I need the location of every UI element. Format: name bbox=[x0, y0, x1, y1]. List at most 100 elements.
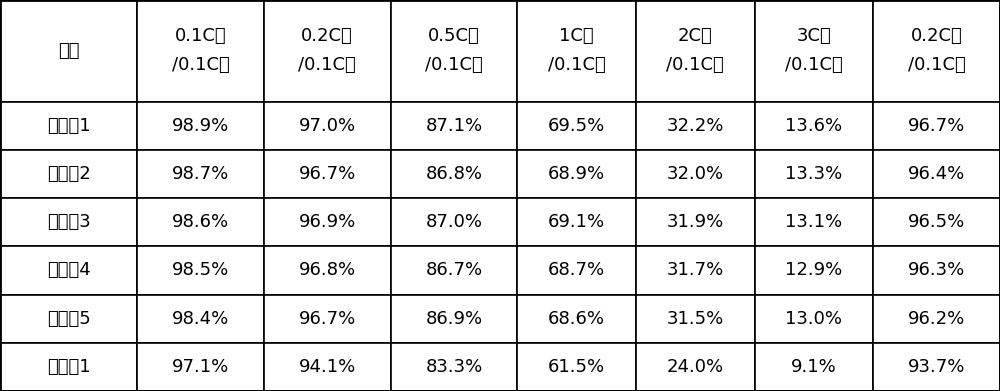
Bar bbox=[0, 0, 137, 102]
Bar bbox=[391, 102, 517, 150]
Bar bbox=[391, 0, 517, 102]
Bar bbox=[873, 198, 1000, 246]
Bar bbox=[873, 246, 1000, 294]
Text: 98.7%: 98.7% bbox=[172, 165, 229, 183]
Text: 98.4%: 98.4% bbox=[172, 310, 229, 328]
Text: 86.9%: 86.9% bbox=[425, 310, 483, 328]
Text: 87.1%: 87.1% bbox=[425, 117, 483, 135]
Bar bbox=[517, 198, 636, 246]
Bar bbox=[873, 294, 1000, 343]
Bar bbox=[873, 0, 1000, 102]
Bar bbox=[137, 343, 264, 391]
Bar bbox=[391, 150, 517, 198]
Bar bbox=[517, 150, 636, 198]
Text: 实施例2: 实施例2 bbox=[47, 165, 90, 183]
Bar bbox=[517, 246, 636, 294]
Bar bbox=[264, 150, 391, 198]
Bar bbox=[517, 343, 636, 391]
Text: 13.1%: 13.1% bbox=[785, 213, 842, 231]
Text: 31.7%: 31.7% bbox=[667, 262, 724, 280]
Text: 96.5%: 96.5% bbox=[908, 213, 965, 231]
Bar bbox=[264, 246, 391, 294]
Text: 96.7%: 96.7% bbox=[908, 117, 965, 135]
Text: 68.7%: 68.7% bbox=[548, 262, 605, 280]
Text: 96.3%: 96.3% bbox=[908, 262, 965, 280]
Bar bbox=[636, 0, 755, 102]
Text: 24.0%: 24.0% bbox=[667, 358, 724, 376]
Bar bbox=[636, 150, 755, 198]
Text: 96.4%: 96.4% bbox=[908, 165, 965, 183]
Bar bbox=[264, 198, 391, 246]
Text: 97.1%: 97.1% bbox=[172, 358, 229, 376]
Bar bbox=[264, 0, 391, 102]
Text: 68.6%: 68.6% bbox=[548, 310, 605, 328]
Bar bbox=[0, 102, 137, 150]
Text: 96.7%: 96.7% bbox=[299, 310, 356, 328]
Text: 0.2C恒
/0.1C总: 0.2C恒 /0.1C总 bbox=[908, 27, 965, 74]
Text: 实施例1: 实施例1 bbox=[47, 117, 90, 135]
Text: 98.9%: 98.9% bbox=[172, 117, 229, 135]
Bar bbox=[636, 343, 755, 391]
Text: 68.9%: 68.9% bbox=[548, 165, 605, 183]
Text: 对比例1: 对比例1 bbox=[47, 358, 90, 376]
Text: 69.1%: 69.1% bbox=[548, 213, 605, 231]
Text: 3C恒
/0.1C总: 3C恒 /0.1C总 bbox=[785, 27, 843, 74]
Bar bbox=[755, 294, 873, 343]
Text: 1C恒
/0.1C总: 1C恒 /0.1C总 bbox=[548, 27, 606, 74]
Bar bbox=[137, 246, 264, 294]
Text: 96.9%: 96.9% bbox=[299, 213, 356, 231]
Bar bbox=[755, 198, 873, 246]
Text: 96.2%: 96.2% bbox=[908, 310, 965, 328]
Bar bbox=[0, 198, 137, 246]
Text: 94.1%: 94.1% bbox=[299, 358, 356, 376]
Text: 0.5C恒
/0.1C总: 0.5C恒 /0.1C总 bbox=[425, 27, 483, 74]
Text: 32.0%: 32.0% bbox=[667, 165, 724, 183]
Bar bbox=[137, 102, 264, 150]
Text: 96.8%: 96.8% bbox=[299, 262, 356, 280]
Bar bbox=[0, 294, 137, 343]
Text: 13.3%: 13.3% bbox=[785, 165, 843, 183]
Bar bbox=[873, 102, 1000, 150]
Text: 12.9%: 12.9% bbox=[785, 262, 843, 280]
Text: 31.9%: 31.9% bbox=[667, 213, 724, 231]
Text: 86.7%: 86.7% bbox=[425, 262, 483, 280]
Bar bbox=[873, 343, 1000, 391]
Text: 0.1C恒
/0.1C总: 0.1C恒 /0.1C总 bbox=[172, 27, 229, 74]
Bar bbox=[391, 343, 517, 391]
Bar bbox=[755, 102, 873, 150]
Bar bbox=[0, 343, 137, 391]
Text: 13.0%: 13.0% bbox=[785, 310, 842, 328]
Bar bbox=[391, 246, 517, 294]
Text: 实施例4: 实施例4 bbox=[47, 262, 90, 280]
Text: 序号: 序号 bbox=[58, 42, 79, 60]
Bar bbox=[137, 0, 264, 102]
Bar bbox=[0, 246, 137, 294]
Text: 32.2%: 32.2% bbox=[667, 117, 724, 135]
Text: 93.7%: 93.7% bbox=[908, 358, 965, 376]
Bar bbox=[636, 294, 755, 343]
Bar bbox=[391, 294, 517, 343]
Bar bbox=[517, 294, 636, 343]
Text: 98.5%: 98.5% bbox=[172, 262, 229, 280]
Bar bbox=[636, 102, 755, 150]
Text: 98.6%: 98.6% bbox=[172, 213, 229, 231]
Text: 2C恒
/0.1C总: 2C恒 /0.1C总 bbox=[666, 27, 724, 74]
Text: 96.7%: 96.7% bbox=[299, 165, 356, 183]
Bar bbox=[755, 343, 873, 391]
Bar bbox=[517, 102, 636, 150]
Text: 实施例5: 实施例5 bbox=[47, 310, 90, 328]
Text: 87.0%: 87.0% bbox=[425, 213, 482, 231]
Bar bbox=[873, 150, 1000, 198]
Bar bbox=[264, 343, 391, 391]
Text: 61.5%: 61.5% bbox=[548, 358, 605, 376]
Text: 实施例3: 实施例3 bbox=[47, 213, 90, 231]
Text: 83.3%: 83.3% bbox=[425, 358, 483, 376]
Bar bbox=[636, 246, 755, 294]
Bar bbox=[755, 150, 873, 198]
Text: 13.6%: 13.6% bbox=[785, 117, 842, 135]
Text: 86.8%: 86.8% bbox=[425, 165, 482, 183]
Bar bbox=[264, 102, 391, 150]
Bar bbox=[755, 246, 873, 294]
Bar bbox=[137, 294, 264, 343]
Bar bbox=[137, 150, 264, 198]
